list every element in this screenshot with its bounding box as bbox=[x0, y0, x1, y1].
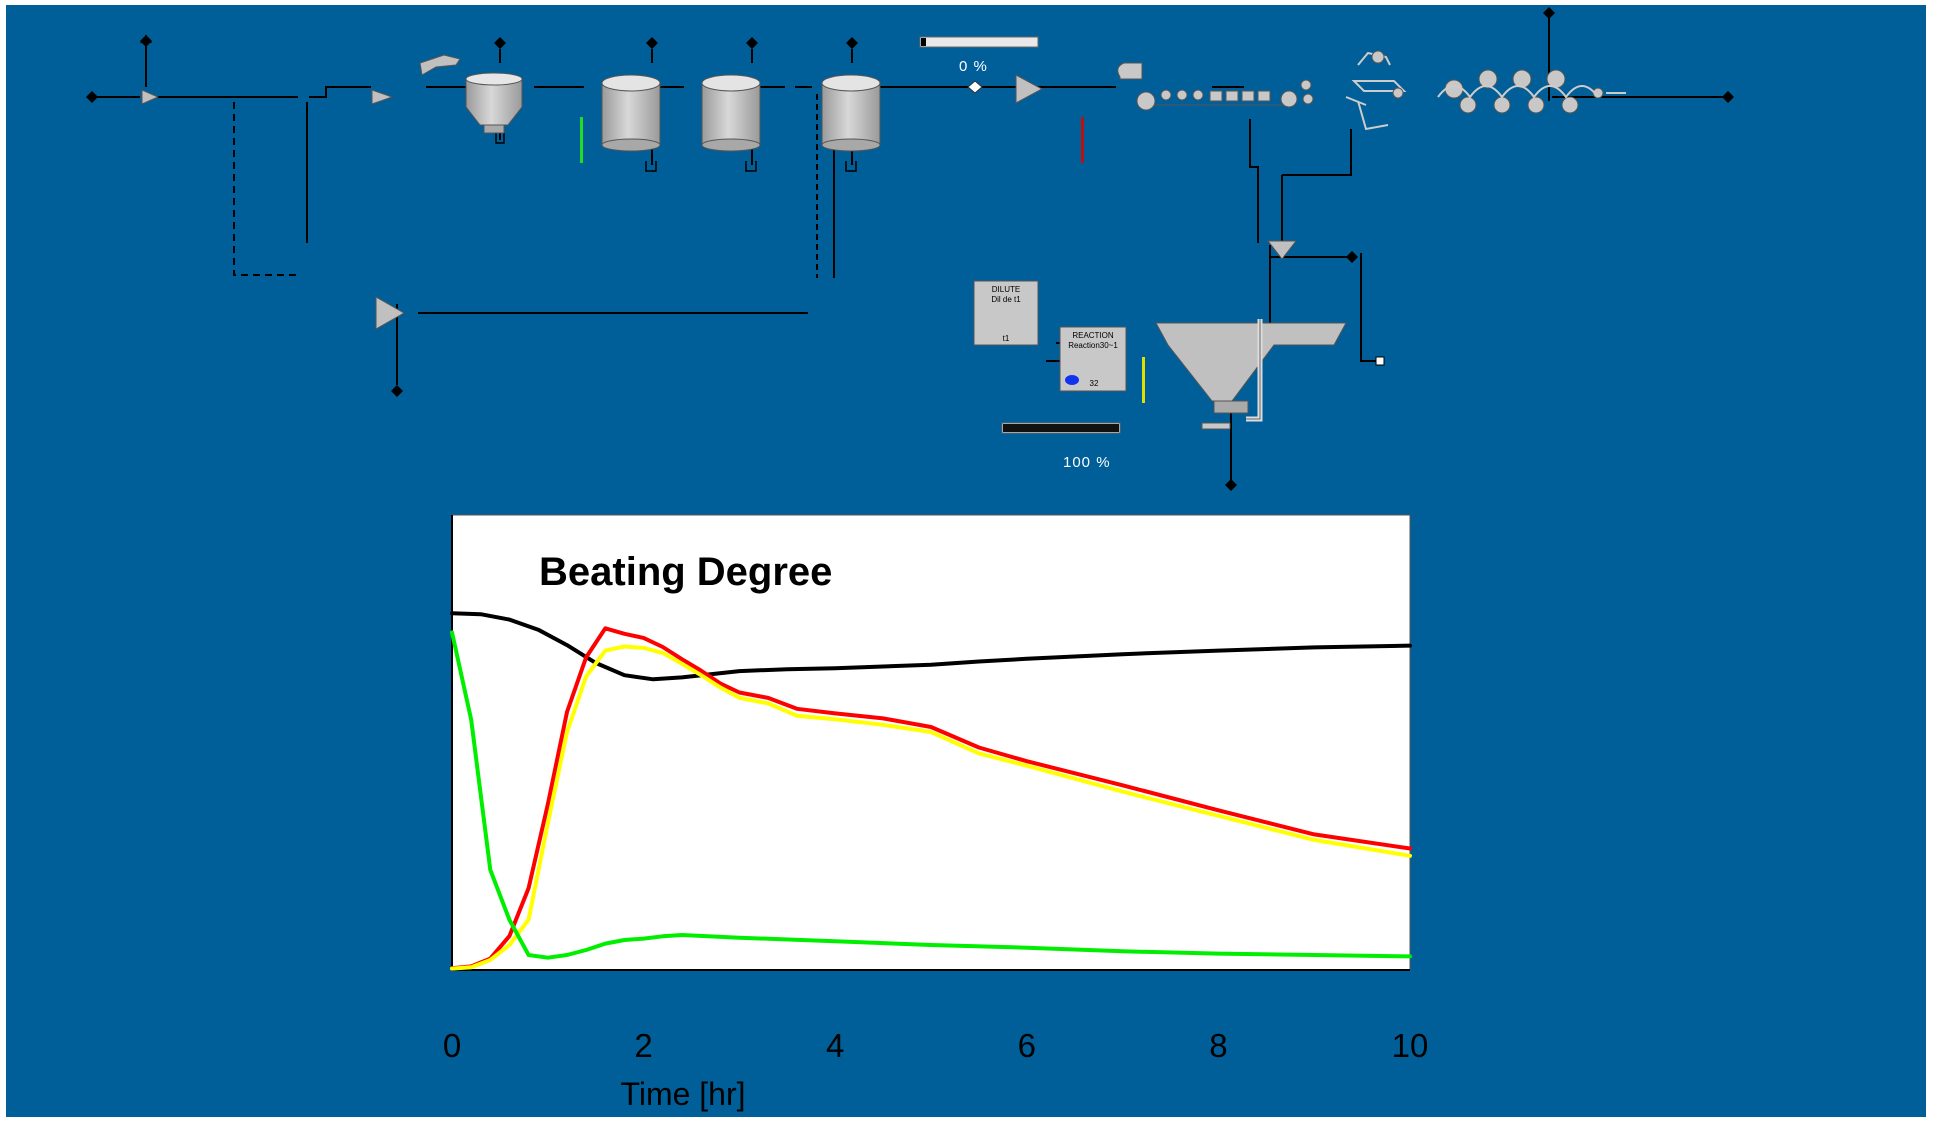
x-tick-label: 4 bbox=[826, 1027, 844, 1064]
storage-tanks bbox=[601, 74, 881, 152]
progress-bar-top bbox=[919, 36, 1039, 48]
paper-machine-press bbox=[1345, 50, 1407, 131]
chart-series-layer bbox=[450, 611, 1412, 971]
progress-bar-bottom bbox=[1001, 422, 1121, 434]
indicator-bar-red bbox=[1081, 117, 1084, 163]
tank-drains bbox=[495, 133, 857, 172]
beating-degree-chart: Beating Degree 0 2 4 6 8 10 Time [hr] bbox=[443, 514, 1429, 1112]
clarifier-unit bbox=[1155, 319, 1385, 430]
reaction-status-icon bbox=[1065, 375, 1079, 385]
chart-x-tick-labels: 0 2 4 6 8 10 bbox=[443, 1027, 1429, 1064]
indicator-bar-green bbox=[580, 117, 583, 163]
stream-terminals bbox=[86, 7, 1734, 491]
reaction-unit-name: REACTION bbox=[1072, 331, 1114, 340]
series-line-4 bbox=[450, 630, 1412, 960]
x-tick-label: 8 bbox=[1209, 1027, 1227, 1064]
reaction-unit-id: Reaction30~1 bbox=[1068, 341, 1118, 350]
progress-top-label: 0 % bbox=[959, 58, 988, 75]
indicator-bar-yellow bbox=[1142, 357, 1145, 403]
splitter-node bbox=[967, 80, 983, 94]
x-tick-label: 0 bbox=[443, 1027, 461, 1064]
dilute-unit-name: DILUTE bbox=[992, 285, 1020, 294]
dilute-unit-id: Dil de t1 bbox=[991, 295, 1021, 304]
x-tick-label: 10 bbox=[1392, 1027, 1429, 1064]
chart-title: Beating Degree bbox=[539, 550, 832, 594]
process-flowsheet-canvas: DILUTE Dil de t1 t1 REACTION Reaction30~… bbox=[6, 5, 1926, 1117]
progress-bottom-label: 100 % bbox=[1063, 454, 1111, 471]
series-line-2 bbox=[450, 626, 1412, 971]
reaction-unit-tag: 32 bbox=[1090, 379, 1099, 388]
paper-machine-dryers bbox=[1437, 69, 1626, 114]
series-line-1 bbox=[450, 611, 1412, 682]
chart-x-axis-label: Time [hr] bbox=[620, 1076, 745, 1112]
process-flowsheet: DILUTE Dil de t1 t1 REACTION Reaction30~… bbox=[86, 7, 1734, 491]
series-line-3 bbox=[450, 644, 1412, 971]
dilute-unit: DILUTE Dil de t1 t1 bbox=[973, 280, 1039, 346]
mixers bbox=[141, 74, 1298, 330]
pulper-unit bbox=[419, 54, 523, 134]
x-tick-label: 6 bbox=[1018, 1027, 1036, 1064]
x-tick-label: 2 bbox=[634, 1027, 652, 1064]
paper-machine-forming bbox=[1117, 62, 1314, 111]
dilute-unit-tag: t1 bbox=[1003, 334, 1010, 343]
reaction-unit: REACTION Reaction30~1 32 bbox=[1059, 326, 1127, 392]
